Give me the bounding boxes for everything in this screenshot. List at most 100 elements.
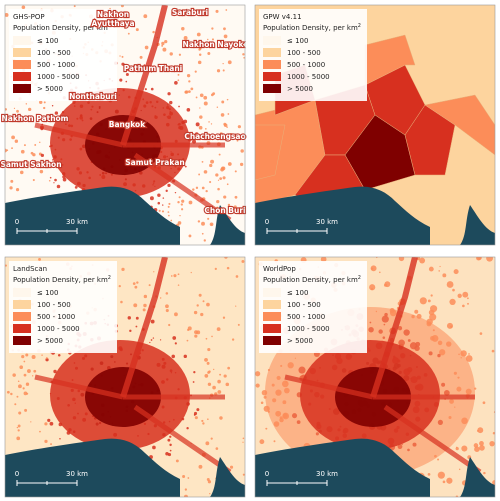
settlement	[11, 135, 15, 140]
scale-end: 30 km	[66, 470, 88, 478]
settlement	[483, 471, 486, 475]
legend-label: 500 - 1000	[37, 61, 75, 69]
settlement	[119, 55, 121, 57]
settlement	[137, 67, 140, 70]
sea	[460, 205, 495, 245]
settlement	[235, 305, 237, 307]
settlement	[9, 186, 13, 190]
legend-swatch	[13, 324, 31, 333]
settlement	[174, 312, 178, 317]
settlement	[18, 411, 22, 415]
sea	[5, 438, 180, 497]
settlement	[143, 303, 147, 308]
settlement	[23, 391, 28, 396]
settlement	[430, 294, 433, 297]
settlement	[208, 133, 211, 135]
settlement	[234, 195, 238, 199]
settlement	[142, 308, 146, 312]
settlement	[211, 38, 215, 41]
legend-swatch	[13, 288, 31, 297]
settlement	[369, 284, 376, 291]
settlement	[62, 177, 67, 182]
settlement	[144, 88, 147, 91]
settlement	[172, 336, 177, 340]
settlement	[241, 259, 245, 263]
settlement	[209, 222, 214, 227]
settlement	[157, 201, 161, 205]
settlement	[133, 303, 138, 308]
settlement	[165, 189, 168, 192]
settlement	[157, 193, 161, 197]
scale-start: 0	[265, 218, 269, 226]
settlement	[6, 390, 10, 394]
settlement	[222, 69, 225, 72]
settlement	[31, 354, 36, 359]
place-label: Samut Prakan	[125, 158, 184, 167]
settlement	[203, 101, 208, 106]
settlement	[197, 220, 201, 223]
settlement	[178, 53, 182, 56]
settlement	[479, 445, 485, 451]
settlement	[223, 195, 227, 199]
settlement	[198, 9, 201, 12]
settlement	[196, 408, 200, 412]
settlement	[22, 387, 25, 390]
district	[424, 94, 495, 156]
settlement	[45, 357, 48, 360]
settlement	[458, 468, 461, 471]
settlement	[217, 179, 220, 181]
panel-border	[4, 4, 246, 246]
settlement	[32, 375, 34, 377]
settlement	[207, 371, 210, 374]
settlement	[121, 62, 125, 66]
settlement	[39, 141, 41, 144]
settlement	[184, 90, 188, 94]
legend-swatch	[263, 36, 281, 45]
settlement	[204, 374, 209, 378]
settlement	[39, 169, 44, 174]
settlement	[159, 297, 162, 299]
settlement	[234, 170, 237, 173]
settlement	[222, 176, 226, 180]
settlement	[201, 419, 204, 423]
settlement	[203, 170, 208, 174]
settlement	[153, 271, 155, 273]
settlement	[219, 416, 223, 420]
settlement	[169, 52, 173, 56]
settlement	[109, 7, 111, 10]
settlement	[14, 403, 17, 406]
legend-swatch	[13, 312, 31, 321]
settlement	[150, 319, 155, 324]
settlement	[457, 293, 462, 298]
settlement	[214, 267, 217, 271]
settlement	[177, 273, 180, 276]
settlement	[25, 382, 30, 386]
settlement	[16, 426, 19, 429]
settlement	[175, 459, 179, 463]
settlement	[139, 55, 143, 59]
settlement	[165, 304, 169, 309]
sea	[255, 186, 430, 245]
settlement	[224, 257, 228, 259]
settlement	[198, 125, 203, 130]
settlement	[53, 182, 55, 184]
map-panel: GPW v4.11 Population Density, per km2 ≤ 10…	[254, 4, 496, 246]
corridor	[284, 374, 482, 475]
settlement	[217, 187, 220, 191]
legend-swatch	[13, 36, 31, 45]
settlement	[462, 291, 469, 298]
settlement	[207, 418, 209, 421]
settlement	[188, 80, 191, 83]
settlement	[466, 297, 469, 300]
settlement	[229, 41, 232, 44]
settlement	[449, 298, 456, 306]
settlement	[17, 380, 20, 382]
settlement	[11, 116, 13, 119]
settlement	[15, 188, 20, 192]
settlement	[5, 148, 7, 153]
settlement	[150, 71, 153, 73]
settlement	[491, 349, 495, 353]
settlement	[199, 107, 201, 109]
settlement	[161, 44, 164, 47]
settlement	[198, 293, 202, 297]
